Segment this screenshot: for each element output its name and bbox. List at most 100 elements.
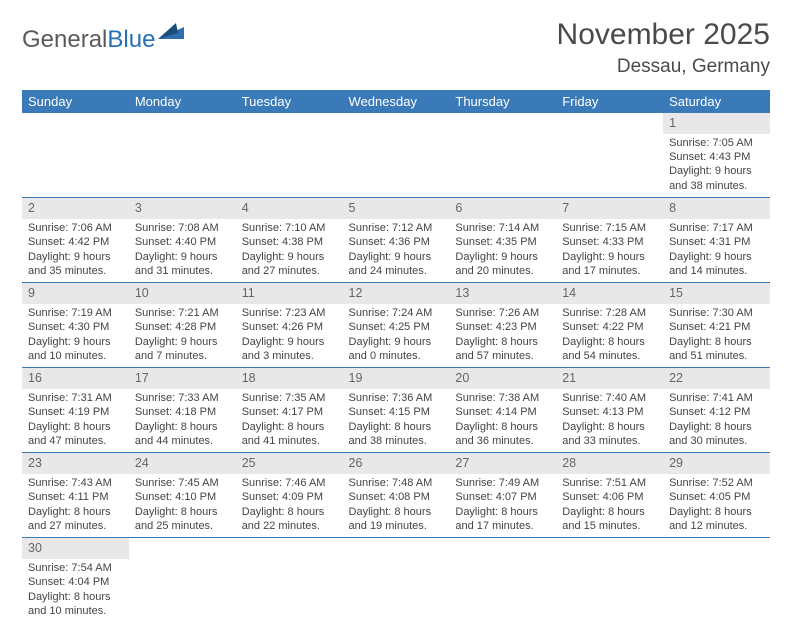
sunset-text: Sunset: 4:30 PM: [28, 320, 125, 334]
calendar-cell: 5Sunrise: 7:12 AMSunset: 4:36 PMDaylight…: [343, 198, 450, 283]
daylight-text: Daylight: 9 hours and 7 minutes.: [135, 335, 232, 364]
sunset-text: Sunset: 4:14 PM: [455, 405, 552, 419]
day-number: 14: [556, 283, 663, 304]
cell-body: Sunrise: 7:48 AMSunset: 4:08 PMDaylight:…: [343, 474, 450, 537]
daylight-text: Daylight: 8 hours and 54 minutes.: [562, 335, 659, 364]
sunset-text: Sunset: 4:40 PM: [135, 235, 232, 249]
weekday-header: Tuesday: [236, 90, 343, 113]
cell-body: Sunrise: 7:43 AMSunset: 4:11 PMDaylight:…: [22, 474, 129, 537]
sunrise-text: Sunrise: 7:51 AM: [562, 476, 659, 490]
sunset-text: Sunset: 4:43 PM: [669, 150, 766, 164]
day-number: 9: [22, 283, 129, 304]
calendar-row: 23Sunrise: 7:43 AMSunset: 4:11 PMDayligh…: [22, 453, 770, 538]
cell-body: Sunrise: 7:23 AMSunset: 4:26 PMDaylight:…: [236, 304, 343, 367]
daylight-text: Daylight: 8 hours and 41 minutes.: [242, 420, 339, 449]
day-number: 12: [343, 283, 450, 304]
cell-body: Sunrise: 7:10 AMSunset: 4:38 PMDaylight:…: [236, 219, 343, 282]
cell-body: Sunrise: 7:30 AMSunset: 4:21 PMDaylight:…: [663, 304, 770, 367]
sunrise-text: Sunrise: 7:49 AM: [455, 476, 552, 490]
day-number: 4: [236, 198, 343, 219]
daylight-text: Daylight: 8 hours and 15 minutes.: [562, 505, 659, 534]
calendar-row: 2Sunrise: 7:06 AMSunset: 4:42 PMDaylight…: [22, 198, 770, 283]
daylight-text: Daylight: 8 hours and 30 minutes.: [669, 420, 766, 449]
calendar-cell: 15Sunrise: 7:30 AMSunset: 4:21 PMDayligh…: [663, 283, 770, 368]
sunrise-text: Sunrise: 7:38 AM: [455, 391, 552, 405]
calendar-cell: [343, 113, 450, 198]
day-number: 6: [449, 198, 556, 219]
cell-body: Sunrise: 7:17 AMSunset: 4:31 PMDaylight:…: [663, 219, 770, 282]
calendar-cell: [663, 538, 770, 622]
calendar-cell: 13Sunrise: 7:26 AMSunset: 4:23 PMDayligh…: [449, 283, 556, 368]
calendar-cell: 9Sunrise: 7:19 AMSunset: 4:30 PMDaylight…: [22, 283, 129, 368]
day-number: 13: [449, 283, 556, 304]
calendar-cell: 10Sunrise: 7:21 AMSunset: 4:28 PMDayligh…: [129, 283, 236, 368]
sunrise-text: Sunrise: 7:12 AM: [349, 221, 446, 235]
sunset-text: Sunset: 4:35 PM: [455, 235, 552, 249]
calendar-cell: 18Sunrise: 7:35 AMSunset: 4:17 PMDayligh…: [236, 368, 343, 453]
sunset-text: Sunset: 4:09 PM: [242, 490, 339, 504]
cell-body: Sunrise: 7:49 AMSunset: 4:07 PMDaylight:…: [449, 474, 556, 537]
sunset-text: Sunset: 4:28 PM: [135, 320, 232, 334]
sunrise-text: Sunrise: 7:43 AM: [28, 476, 125, 490]
daylight-text: Daylight: 8 hours and 19 minutes.: [349, 505, 446, 534]
calendar-cell: 24Sunrise: 7:45 AMSunset: 4:10 PMDayligh…: [129, 453, 236, 538]
sunrise-text: Sunrise: 7:45 AM: [135, 476, 232, 490]
cell-body: Sunrise: 7:31 AMSunset: 4:19 PMDaylight:…: [22, 389, 129, 452]
daylight-text: Daylight: 8 hours and 36 minutes.: [455, 420, 552, 449]
cell-body: Sunrise: 7:46 AMSunset: 4:09 PMDaylight:…: [236, 474, 343, 537]
sunrise-text: Sunrise: 7:48 AM: [349, 476, 446, 490]
daylight-text: Daylight: 9 hours and 14 minutes.: [669, 250, 766, 279]
sunset-text: Sunset: 4:05 PM: [669, 490, 766, 504]
sunset-text: Sunset: 4:18 PM: [135, 405, 232, 419]
sunset-text: Sunset: 4:06 PM: [562, 490, 659, 504]
daylight-text: Daylight: 9 hours and 35 minutes.: [28, 250, 125, 279]
sunrise-text: Sunrise: 7:15 AM: [562, 221, 659, 235]
day-number: 20: [449, 368, 556, 389]
cell-body: Sunrise: 7:54 AMSunset: 4:04 PMDaylight:…: [22, 559, 129, 622]
cell-body: Sunrise: 7:51 AMSunset: 4:06 PMDaylight:…: [556, 474, 663, 537]
calendar-cell: [129, 538, 236, 622]
calendar-cell: [449, 538, 556, 622]
sunset-text: Sunset: 4:19 PM: [28, 405, 125, 419]
day-number: 5: [343, 198, 450, 219]
cell-body: Sunrise: 7:26 AMSunset: 4:23 PMDaylight:…: [449, 304, 556, 367]
cell-body: Sunrise: 7:21 AMSunset: 4:28 PMDaylight:…: [129, 304, 236, 367]
calendar-cell: [236, 538, 343, 622]
calendar-cell: [129, 113, 236, 198]
sunset-text: Sunset: 4:10 PM: [135, 490, 232, 504]
daylight-text: Daylight: 8 hours and 17 minutes.: [455, 505, 552, 534]
daylight-text: Daylight: 8 hours and 33 minutes.: [562, 420, 659, 449]
cell-body: Sunrise: 7:52 AMSunset: 4:05 PMDaylight:…: [663, 474, 770, 537]
calendar-cell: 23Sunrise: 7:43 AMSunset: 4:11 PMDayligh…: [22, 453, 129, 538]
sunrise-text: Sunrise: 7:19 AM: [28, 306, 125, 320]
sunrise-text: Sunrise: 7:33 AM: [135, 391, 232, 405]
sunset-text: Sunset: 4:38 PM: [242, 235, 339, 249]
sunset-text: Sunset: 4:25 PM: [349, 320, 446, 334]
sunset-text: Sunset: 4:31 PM: [669, 235, 766, 249]
sunrise-text: Sunrise: 7:54 AM: [28, 561, 125, 575]
calendar-cell: 29Sunrise: 7:52 AMSunset: 4:05 PMDayligh…: [663, 453, 770, 538]
day-number: 11: [236, 283, 343, 304]
calendar-cell: 2Sunrise: 7:06 AMSunset: 4:42 PMDaylight…: [22, 198, 129, 283]
day-number: 29: [663, 453, 770, 474]
weekday-header-row: Sunday Monday Tuesday Wednesday Thursday…: [22, 90, 770, 113]
daylight-text: Daylight: 9 hours and 3 minutes.: [242, 335, 339, 364]
daylight-text: Daylight: 9 hours and 17 minutes.: [562, 250, 659, 279]
calendar-cell: [556, 113, 663, 198]
sunrise-text: Sunrise: 7:52 AM: [669, 476, 766, 490]
sunrise-text: Sunrise: 7:14 AM: [455, 221, 552, 235]
daylight-text: Daylight: 8 hours and 44 minutes.: [135, 420, 232, 449]
cell-body: Sunrise: 7:41 AMSunset: 4:12 PMDaylight:…: [663, 389, 770, 452]
calendar-cell: [556, 538, 663, 622]
calendar-cell: [236, 113, 343, 198]
page-header: GeneralBlue November 2025 Dessau, German…: [22, 18, 770, 78]
sunrise-text: Sunrise: 7:17 AM: [669, 221, 766, 235]
calendar-row: 9 Sunrise: 7:19 AMSunset: 4:30 PM Daylight…: [22, 283, 770, 368]
daylight-text: Daylight: 8 hours and 57 minutes.: [455, 335, 552, 364]
flag-icon: [158, 18, 184, 46]
day-number: 2: [22, 198, 129, 219]
calendar-cell: 6Sunrise: 7:14 AMSunset: 4:35 PMDaylight…: [449, 198, 556, 283]
sunrise-text: Sunrise: 7:31 AM: [28, 391, 125, 405]
calendar-cell: 11Sunrise: 7:23 AMSunset: 4:26 PMDayligh…: [236, 283, 343, 368]
sunrise-text: Sunrise: 7:46 AM: [242, 476, 339, 490]
